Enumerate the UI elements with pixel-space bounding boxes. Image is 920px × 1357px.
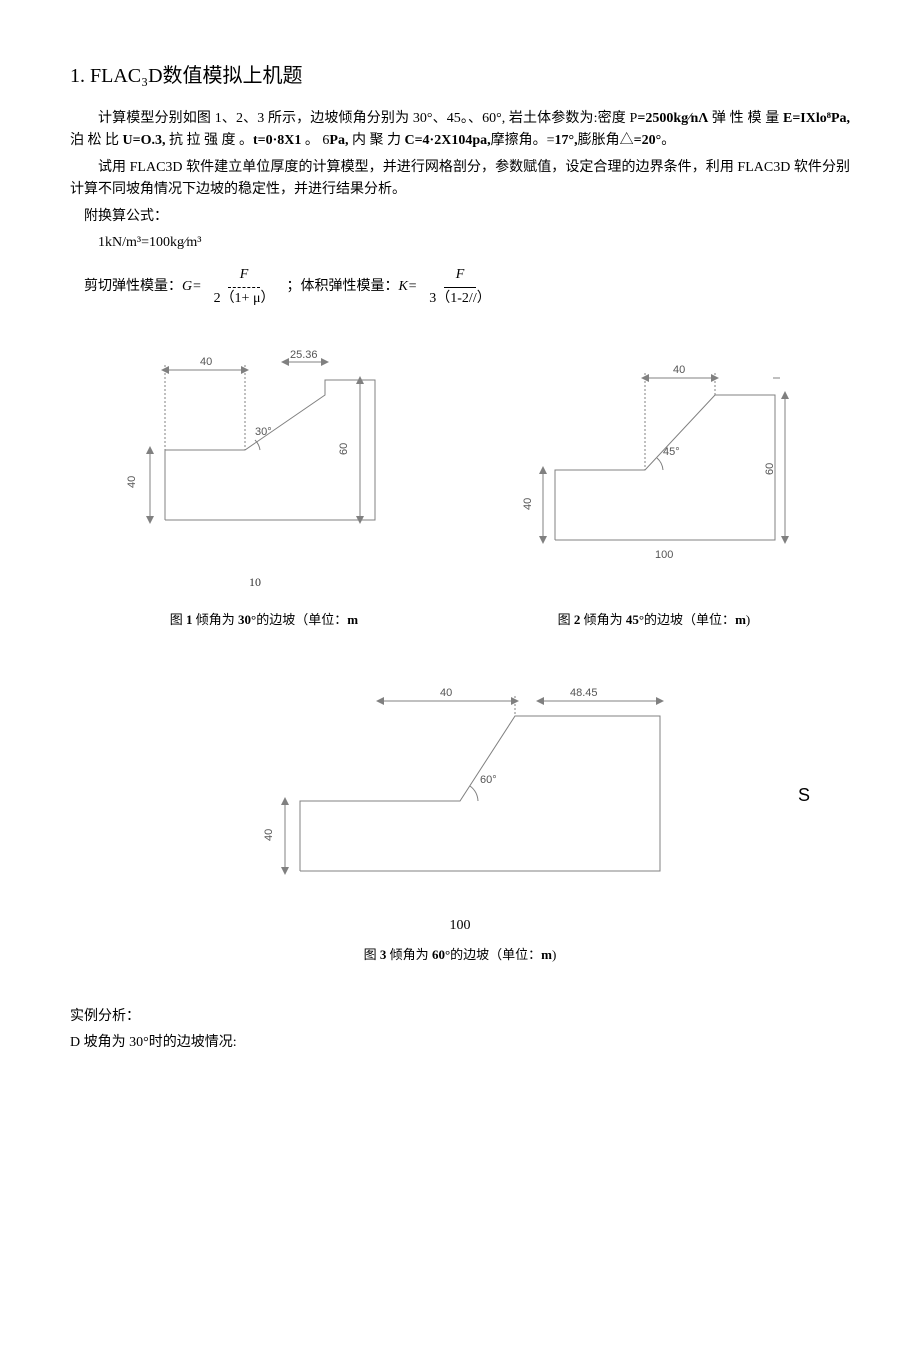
p1-h: t=0·8X1 — [253, 133, 301, 148]
p1-l: C=4·2X104pa, — [404, 133, 490, 148]
shear-var: G= — [182, 276, 202, 298]
figure-1: 40 25.36 40 60 30° 10 — [125, 340, 385, 592]
figure-3-svg: 40 48.45 40 60° — [240, 661, 680, 901]
p1-j: Pa, — [329, 133, 348, 148]
p1-b: =2500kg∕nΛ — [637, 111, 708, 126]
fig3-side-letter: S — [798, 781, 810, 810]
fig1-dim-top: 40 — [200, 356, 212, 368]
analysis-item: D 坡角为 30°时的边坡情况: — [70, 1032, 850, 1054]
p1-f: U=O.3, — [123, 133, 166, 148]
fig3-cap-d: 60° — [432, 947, 450, 962]
fig3-cap-g: ) — [552, 947, 556, 962]
fig3-angle: 60° — [480, 774, 497, 786]
fig2-cap-g: ) — [746, 612, 750, 627]
fig1-dim-right: 60 — [338, 443, 350, 455]
p1-m: 摩擦角。= — [491, 133, 555, 148]
captions-row-1: 图 1 倾角为 30°的边坡（单位：m 图 2 倾角为 45°的边坡（单位：m) — [70, 602, 850, 631]
p1-a: 计算模型分别如图 1、2、3 所示，边坡倾角分别为 30°、45。、60°, 岩… — [98, 111, 637, 126]
fig1-dim-top-right: 25.36 — [290, 349, 318, 361]
fig1-cap-d: 30° — [238, 612, 256, 627]
figure-2-svg: 40 40 60 45° 100 — [515, 340, 795, 570]
fig1-cap-a: 图 — [170, 612, 186, 627]
fig1-cap-f: m — [347, 612, 358, 627]
shear-frac-top: F — [228, 264, 261, 287]
figures-row-1: 40 25.36 40 60 30° 10 — [70, 340, 850, 592]
bulk-fraction: F 3（1-2//） — [423, 264, 496, 310]
fig3-caption: 图 3 倾角为 60°的边坡（单位：m) — [70, 945, 850, 966]
p1-i: 。 6 — [301, 133, 329, 148]
figure-1-svg: 40 25.36 40 60 30° — [125, 340, 385, 560]
fig2-cap-d: 45° — [626, 612, 644, 627]
fig3-cap-c: 倾角为 — [386, 947, 432, 962]
analysis-heading: 实例分析： — [70, 1006, 850, 1028]
fig1-bottom-label: 10 — [125, 573, 385, 592]
fig3-cap-a: 图 — [364, 947, 380, 962]
p1-p: =20° — [634, 133, 662, 148]
conversion-formula: 1kN/m³=100kg∕m³ — [98, 232, 850, 254]
figure-2: 40 40 60 45° 100 — [515, 340, 795, 592]
p1-n: 17°, — [555, 133, 578, 148]
formula-separator: ；体积弹性模量： — [286, 276, 398, 298]
p1-d: E=IXlo⁸Pa, — [783, 111, 850, 126]
bulk-frac-bot: 3（1-2//） — [423, 288, 496, 310]
fig3-bottom-label: 100 — [70, 915, 850, 937]
fig1-cap-e: 的边坡（单位： — [256, 612, 347, 627]
heading-text: 1. FLAC₃D数值模拟上机题 — [70, 65, 303, 87]
fig2-bottom-label: 100 — [655, 549, 673, 561]
fig2-dim-top: 40 — [673, 364, 685, 376]
fig3-cap-e: 的边坡（单位： — [450, 947, 541, 962]
paragraph-2: 试用 FLAC3D 软件建立单位厚度的计算模型，并进行网格剖分，参数赋值，设定合… — [70, 157, 850, 202]
bulk-frac-top: F — [444, 264, 477, 287]
fig2-dim-right: 60 — [764, 463, 776, 475]
fig2-cap-a: 图 — [558, 612, 574, 627]
fig3-dim-top-right: 48.45 — [570, 687, 598, 699]
p1-k: 内 聚 力 — [348, 133, 404, 148]
fig2-cap-c: 倾角为 — [580, 612, 626, 627]
fig1-angle: 30° — [255, 426, 272, 438]
p1-g: 抗 拉 强 度 。 — [165, 133, 253, 148]
fig1-dim-left: 40 — [126, 476, 138, 488]
figure-3-wrap: 40 48.45 40 60° S 100 图 3 倾角为 60°的边坡（单位：… — [70, 661, 850, 967]
p1-q: 。 — [661, 133, 675, 148]
section-heading: 1. FLAC₃D数值模拟上机题 — [70, 60, 850, 92]
fig1-cap-c: 倾角为 — [193, 612, 239, 627]
fig2-cap-f: m — [735, 612, 746, 627]
shear-frac-bot: 2（1+ μ） — [208, 288, 281, 310]
p1-o: 膨胀角△ — [578, 133, 634, 148]
p1-e: 泊 松 比 — [70, 133, 123, 148]
fig3-dim-left: 40 — [263, 828, 275, 840]
fig2-cap-e: 的边坡（单位： — [644, 612, 735, 627]
paragraph-3: 附换算公式： — [70, 206, 850, 228]
fig1-caption: 图 1 倾角为 30°的边坡（单位：m — [170, 610, 358, 631]
p1-c: 弹 性 模 量 — [708, 111, 783, 126]
fig3-dim-top: 40 — [440, 687, 452, 699]
formula-row: 剪切弹性模量： G= F 2（1+ μ） ；体积弹性模量： K= F 3（1-2… — [84, 264, 850, 310]
shear-label: 剪切弹性模量： — [84, 276, 182, 298]
paragraph-1: 计算模型分别如图 1、2、3 所示，边坡倾角分别为 30°、45。、60°, 岩… — [70, 108, 850, 153]
bulk-var: K= — [398, 276, 417, 298]
fig3-cap-f: m — [541, 947, 552, 962]
fig2-dim-left: 40 — [522, 498, 534, 510]
fig2-caption: 图 2 倾角为 45°的边坡（单位：m) — [558, 610, 751, 631]
shear-fraction: F 2（1+ μ） — [208, 264, 281, 310]
fig2-angle: 45° — [663, 446, 680, 458]
